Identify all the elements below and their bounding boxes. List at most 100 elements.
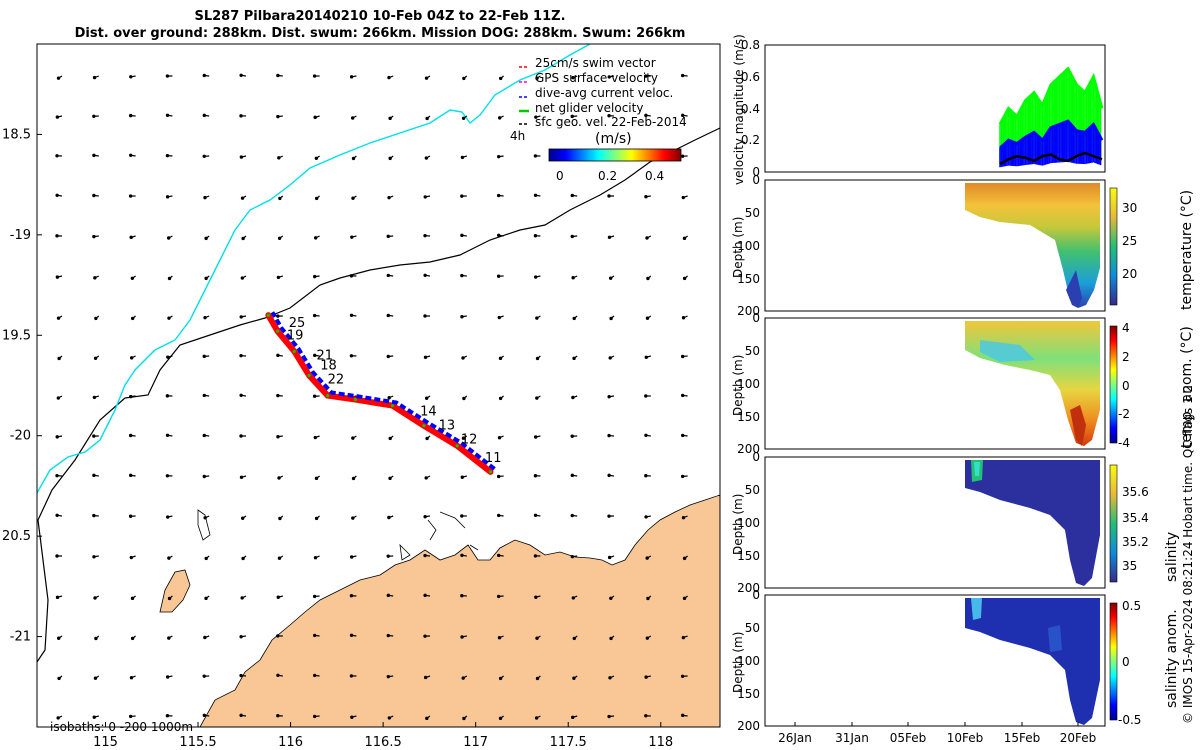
sfc-geo-arrow-head <box>682 556 687 561</box>
sfc-geo-arrow-head <box>570 434 574 438</box>
sfc-geo-arrow-head <box>644 515 648 519</box>
map-x-tick-label: 115.5 <box>179 735 216 750</box>
sfc-geo-arrow-head <box>645 316 650 320</box>
sfc-geo-arrow-head <box>425 116 429 121</box>
sfc-geo-arrow-head <box>314 516 319 521</box>
sfc-geo-arrow-head <box>351 436 355 440</box>
sfc-geo-arrow-head <box>349 555 354 559</box>
sfc-geo-arrow-head <box>351 196 355 200</box>
sfc-geo-arrow-head <box>165 714 170 718</box>
sfc-geo-arrow-head <box>128 433 133 438</box>
day-label: 14 <box>420 405 437 420</box>
sfc-geo-arrow-head <box>607 514 611 518</box>
sfc-geo-arrow-head <box>165 195 170 199</box>
temperature-panel: 0 50 100 150 200 Depth (m) 30 25 20 temp… <box>731 173 1195 318</box>
sfc-geo-arrow-head <box>607 555 612 560</box>
sfc-geo-arrow-head <box>388 436 392 441</box>
sfc-geo-arrow-head <box>572 356 576 361</box>
sfc-geo-arrow-head <box>202 674 206 678</box>
sfc-geo-arrow-head <box>165 153 170 158</box>
sfc-geo-arrow-head <box>386 354 390 359</box>
legend-scale-label: 4h <box>510 129 525 143</box>
sfc-geo-arrow-head <box>386 674 391 679</box>
sfc-geo-arrow-head <box>313 274 317 279</box>
sfc-geo-arrow-head <box>312 714 317 719</box>
sfc-geo-arrow-head <box>202 713 207 718</box>
sfc-geo-arrow-head <box>607 194 611 198</box>
sfc-geo-arrow-head <box>607 113 611 118</box>
svg-text:150: 150 <box>737 687 760 701</box>
sfc-geo-arrow-head <box>92 715 96 719</box>
sfc-geo-arrow-head <box>241 236 245 241</box>
sfc-geo-arrow-head <box>349 594 354 598</box>
sfc-geo-arrow-head <box>128 714 133 719</box>
sfc-geo-arrow-head <box>423 515 427 519</box>
sfc-geo-arrow-head <box>55 234 59 238</box>
day-label: 18 <box>320 358 337 373</box>
sfc-geo-arrow-head <box>534 716 539 720</box>
sal-anom-colorbar <box>1109 602 1118 721</box>
sfc-geo-arrow-head <box>680 393 685 398</box>
map-x-tick-label: 116 <box>278 735 303 750</box>
sfc-geo-arrow-head <box>92 473 96 478</box>
sfc-geo-arrow-head <box>313 435 318 440</box>
salinity-panel: 0 50 100 150 200 Depth (m) 35.6 35.4 35.… <box>731 450 1180 595</box>
sfc-geo-arrow-head <box>129 356 134 360</box>
sfc-geo-arrow-head <box>239 475 244 480</box>
sfc-geo-arrow-head <box>55 554 59 558</box>
sfc-geo-arrow-head <box>55 275 60 279</box>
sfc-geo-arrow-head <box>351 476 356 481</box>
time-x-tick-label: 20Feb <box>1060 731 1097 745</box>
sfc-geo-arrow-head <box>349 313 354 317</box>
sfc-geo-arrow-head <box>497 315 502 320</box>
sfc-geo-arrow-head <box>167 636 171 640</box>
sfc-geo-arrow-head <box>167 316 171 320</box>
sfc-geo-arrow-head <box>423 195 427 199</box>
sfc-geo-arrow-head <box>350 715 354 719</box>
sfc-geo-arrow-head <box>460 315 464 319</box>
sfc-geo-arrow-head <box>644 433 648 437</box>
sfc-geo-arrow-head <box>644 195 648 199</box>
svg-text:50: 50 <box>745 206 760 220</box>
sfc-geo-arrow-head <box>276 714 280 718</box>
svg-text:0: 0 <box>1122 379 1130 393</box>
sfc-geo-arrow-head <box>646 276 650 281</box>
sfc-geo-arrow-head <box>680 73 685 78</box>
sfc-geo-arrow-head <box>93 596 97 600</box>
sfc-geo-arrow-head <box>203 315 207 320</box>
sfc-geo-arrow-head <box>277 556 282 560</box>
sfc-geo-arrow-head <box>386 633 390 638</box>
svg-text:0: 0 <box>1122 655 1130 669</box>
sfc-geo-arrow-head <box>276 435 280 439</box>
timeseries-panels: 0.8 0.6 0.4 0.2 0 velocity magnitude (m/… <box>731 34 1195 745</box>
sfc-geo-arrow-head <box>571 715 575 720</box>
sfc-geo-arrow-head <box>460 553 464 557</box>
sfc-geo-arrow-head <box>313 353 317 358</box>
sfc-geo-arrow-head <box>388 116 392 121</box>
sfc-geo-arrow-head <box>571 75 575 80</box>
sfc-geo-arrow-head <box>607 235 612 239</box>
sfc-geo-arrow-head <box>462 76 466 81</box>
sfc-geo-arrow-head <box>423 233 427 238</box>
sfc-geo-arrow-head <box>496 553 501 558</box>
svg-text:4: 4 <box>1122 321 1130 335</box>
sfc-geo-arrow-head <box>204 276 208 281</box>
sfc-geo-arrow-head <box>644 113 648 118</box>
track-point <box>390 403 394 408</box>
sfc-geo-arrow-head <box>644 74 648 78</box>
sfc-geo-vector-field <box>55 73 688 721</box>
sfc-geo-arrow-head <box>498 356 503 361</box>
sfc-geo-arrow-head <box>644 394 648 398</box>
sfc-geo-arrow-head <box>349 354 354 358</box>
map-y-tick-label: 20.5 <box>2 529 31 544</box>
sfc-geo-arrow-head <box>387 716 392 720</box>
sfc-geo-arrow-head <box>167 556 171 560</box>
sfc-geo-arrow-head <box>534 595 538 599</box>
salinity-depth-label: Depth (m) <box>731 494 745 555</box>
sfc-geo-arrow-head <box>276 353 280 358</box>
salinity-cbar-label: salinity <box>1164 532 1180 582</box>
sfc-geo-arrow-head <box>460 194 464 198</box>
sfc-geo-arrow-head <box>535 76 539 80</box>
sfc-geo-arrow-head <box>166 355 170 359</box>
sfc-geo-arrow-head <box>93 676 98 680</box>
